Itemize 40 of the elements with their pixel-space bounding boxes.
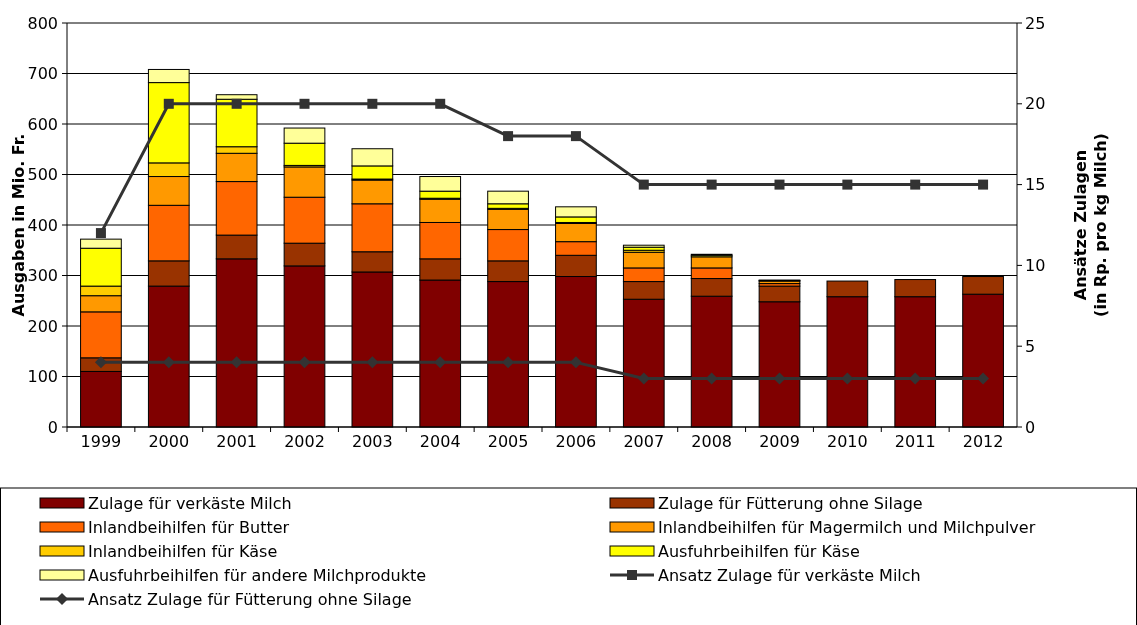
legend-label: Ansatz Zulage für Fütterung ohne Silage bbox=[88, 589, 412, 609]
legend-label: Ausfuhrbeihilfen für andere Milchprodukte bbox=[88, 565, 427, 585]
y-tick-label: 100 bbox=[27, 367, 58, 386]
y2-tick-label: 25 bbox=[1025, 13, 1046, 33]
legend-label: Ansatz Zulage für verkäste Milch bbox=[658, 565, 921, 585]
x-tick-label: 2004 bbox=[419, 432, 461, 451]
x-tick-label: 2008 bbox=[691, 432, 732, 451]
y-tick-label: 300 bbox=[27, 266, 58, 285]
y-tick-label: 500 bbox=[27, 165, 58, 184]
legend-label: Inlandbeihilfen für Käse bbox=[88, 541, 278, 561]
x-tick-label: 2001 bbox=[216, 432, 257, 451]
x-tick-label: 2007 bbox=[623, 432, 665, 451]
y-tick-label: 800 bbox=[27, 13, 58, 33]
y-tick-label: 700 bbox=[27, 64, 58, 83]
y2-axis-title: Ansätze Zulagen (in Rp. pro kg Milch) bbox=[1071, 133, 1110, 317]
y-axis-title: Ausgaben in Mio. Fr. bbox=[9, 133, 28, 317]
x-tick-label: 1999 bbox=[80, 432, 122, 451]
y2-tick-label: 15 bbox=[1025, 175, 1046, 195]
y2-tick-label: 5 bbox=[1025, 336, 1036, 356]
x-tick-label: 2012 bbox=[962, 432, 1004, 451]
y-tick-label: 400 bbox=[27, 215, 58, 235]
y-tick-label: 200 bbox=[27, 316, 58, 336]
y-tick-label: 0 bbox=[47, 417, 58, 437]
y2-tick-label: 10 bbox=[1025, 255, 1046, 275]
x-tick-label: 2002 bbox=[284, 432, 325, 451]
y2-tick-label: 20 bbox=[1025, 94, 1046, 114]
x-tick-label: 2009 bbox=[759, 432, 800, 451]
x-tick-label: 2003 bbox=[352, 432, 393, 451]
legend-label: Zulage für Fütterung ohne Silage bbox=[658, 493, 923, 513]
legend-label: Inlandbeihilfen für Butter bbox=[88, 517, 290, 537]
x-tick-label: 2000 bbox=[148, 432, 190, 451]
legend-label: Inlandbeihilfen für Magermilch und Milchpulver bbox=[658, 517, 1036, 537]
y-tick-label: 600 bbox=[27, 114, 58, 134]
x-tick-label: 2011 bbox=[894, 432, 936, 451]
legend-label: Zulage für verkäste Milch bbox=[88, 493, 292, 513]
legend-label: Ausfuhrbeihilfen für Käse bbox=[658, 541, 860, 561]
x-tick-label: 2010 bbox=[827, 432, 868, 451]
x-tick-label: 2006 bbox=[555, 432, 597, 451]
x-tick-label: 2005 bbox=[487, 432, 529, 451]
y2-tick-label: 0 bbox=[1025, 417, 1036, 437]
